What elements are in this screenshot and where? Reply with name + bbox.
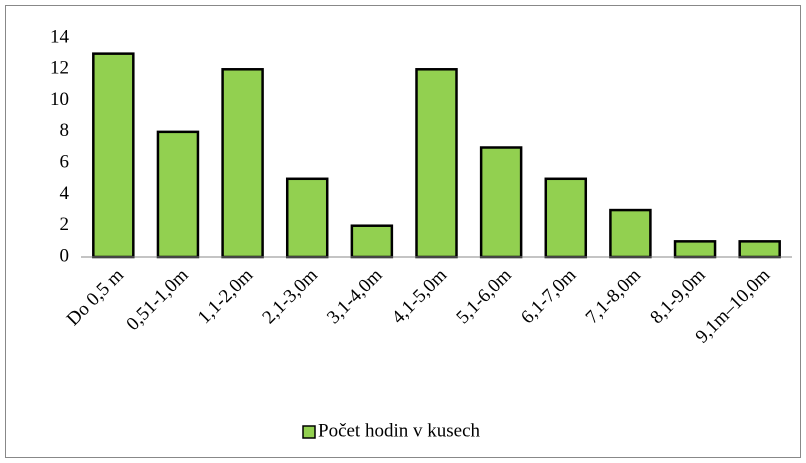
y-tick-label: 4 <box>60 183 70 204</box>
bar <box>350 224 394 259</box>
y-tick-label: 2 <box>60 214 70 235</box>
bar <box>285 177 329 259</box>
y-tick-label: 8 <box>60 120 70 141</box>
legend-swatch <box>302 425 316 439</box>
y-tick-label: 12 <box>50 58 69 79</box>
bar <box>673 240 717 259</box>
y-tick-label: 6 <box>60 152 70 173</box>
bar <box>221 68 264 259</box>
bar <box>156 130 200 259</box>
bar <box>544 177 588 259</box>
legend-label: Počet hodin v kusech <box>318 420 481 441</box>
bar <box>479 146 523 259</box>
bar <box>415 68 458 259</box>
bar <box>609 208 652 259</box>
chart-border <box>5 5 801 458</box>
y-tick-label: 14 <box>50 26 70 47</box>
y-tick-label: 0 <box>60 245 70 266</box>
bar <box>738 240 781 259</box>
y-tick-label: 10 <box>50 89 69 110</box>
bar <box>92 52 135 259</box>
